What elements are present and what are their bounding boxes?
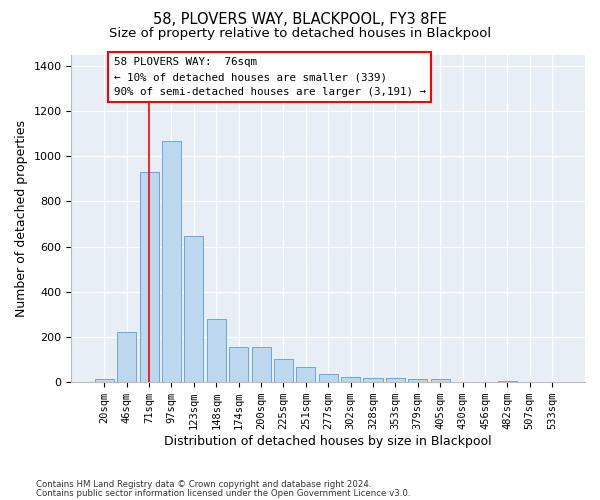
Bar	[431, 380, 449, 382]
Bar	[319, 374, 338, 382]
Bar	[408, 379, 427, 382]
Text: Contains public sector information licensed under the Open Government Licence v3: Contains public sector information licen…	[36, 488, 410, 498]
Text: Contains HM Land Registry data © Crown copyright and database right 2024.: Contains HM Land Registry data © Crown c…	[36, 480, 371, 489]
Bar	[117, 332, 136, 382]
Bar	[341, 377, 360, 382]
Bar	[162, 140, 181, 382]
Bar	[296, 367, 316, 382]
Text: 58 PLOVERS WAY:  76sqm
← 10% of detached houses are smaller (339)
90% of semi-de: 58 PLOVERS WAY: 76sqm ← 10% of detached …	[113, 58, 425, 97]
Y-axis label: Number of detached properties: Number of detached properties	[15, 120, 28, 317]
Bar	[184, 236, 203, 382]
Bar	[274, 359, 293, 382]
Text: Size of property relative to detached houses in Blackpool: Size of property relative to detached ho…	[109, 28, 491, 40]
Bar	[140, 172, 158, 382]
Bar	[251, 347, 271, 382]
Bar	[498, 380, 517, 382]
Bar	[207, 318, 226, 382]
X-axis label: Distribution of detached houses by size in Blackpool: Distribution of detached houses by size …	[164, 434, 492, 448]
Bar	[364, 378, 383, 382]
Bar	[229, 347, 248, 382]
Bar	[95, 380, 114, 382]
Text: 58, PLOVERS WAY, BLACKPOOL, FY3 8FE: 58, PLOVERS WAY, BLACKPOOL, FY3 8FE	[153, 12, 447, 28]
Bar	[386, 378, 405, 382]
